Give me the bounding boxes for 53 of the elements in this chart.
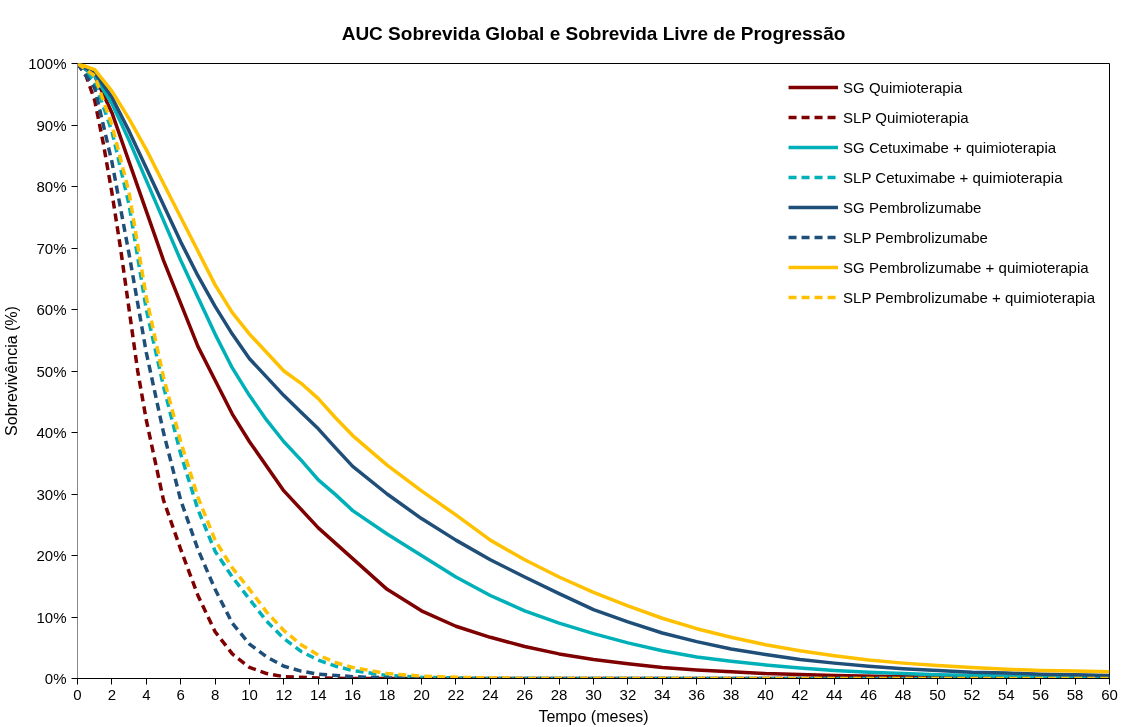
y-tick-label: 10% [36, 608, 67, 626]
x-tick-label: 18 [378, 685, 396, 703]
y-tick-label: 50% [36, 362, 67, 380]
legend-label: SLP Pembrolizumabe + quimioterapia [843, 288, 1095, 306]
x-tick-label: 50 [929, 685, 946, 703]
x-tick-label: 42 [791, 685, 809, 703]
x-tick-label: 16 [344, 685, 362, 703]
x-tick-label: 46 [860, 685, 878, 703]
x-tick-label: 8 [210, 685, 220, 703]
legend-label: SLP Pembrolizumabe [843, 228, 988, 246]
legend-label: SG Pembrolizumabe + quimioterapia [843, 258, 1089, 276]
y-tick-label: 30% [36, 485, 67, 503]
x-tick-label: 58 [1066, 685, 1084, 703]
legend-label: SG Quimioterapia [843, 78, 963, 96]
y-tick-label: 40% [36, 424, 67, 441]
legend-label: SLP Quimioterapia [843, 108, 969, 126]
y-tick-label: 80% [36, 178, 67, 195]
x-tick-label: 0 [73, 685, 82, 703]
x-tick-label: 38 [722, 685, 740, 703]
x-tick-label: 40 [757, 685, 774, 703]
y-tick-label: 100% [28, 55, 67, 72]
y-tick-label: 0% [44, 670, 67, 687]
x-tick-label: 20 [413, 685, 430, 703]
x-tick-label: 34 [653, 685, 671, 703]
chart-title: AUC Sobrevida Global e Sobrevida Livre de Progressão [341, 22, 846, 44]
x-tick-label: 36 [688, 685, 706, 703]
x-tick-label: 48 [894, 685, 912, 703]
x-tick-label: 52 [963, 685, 981, 703]
legend-label: SG Cetuximabe + quimioterapia [843, 138, 1057, 156]
x-tick-label: 14 [309, 685, 327, 703]
y-axis-title: Sobrevivência (%) [3, 306, 21, 436]
x-tick-label: 4 [142, 685, 151, 703]
x-tick-label: 10 [241, 685, 258, 703]
x-tick-label: 12 [275, 685, 293, 703]
x-tick-label: 22 [447, 685, 465, 703]
x-tick-label: 56 [1032, 685, 1050, 703]
x-tick-label: 2 [107, 685, 117, 703]
x-axis-title: Tempo (meses) [538, 707, 649, 725]
y-tick-label: 20% [36, 547, 67, 564]
x-tick-label: 30 [585, 685, 602, 703]
legend-label: SG Pembrolizumabe [843, 198, 982, 216]
y-tick-label: 60% [36, 301, 67, 318]
x-tick-label: 54 [997, 685, 1015, 703]
x-tick-label: 24 [481, 685, 499, 703]
x-tick-label: 28 [550, 685, 568, 703]
legend-label: SLP Cetuximabe + quimioterapia [843, 168, 1063, 186]
x-tick-label: 32 [619, 685, 637, 703]
y-tick-label: 90% [36, 116, 67, 134]
x-tick-label: 44 [825, 685, 843, 703]
y-tick-label: 70% [36, 239, 67, 257]
x-tick-label: 60 [1101, 685, 1118, 703]
x-tick-label: 26 [516, 685, 534, 703]
x-tick-label: 6 [176, 685, 185, 703]
